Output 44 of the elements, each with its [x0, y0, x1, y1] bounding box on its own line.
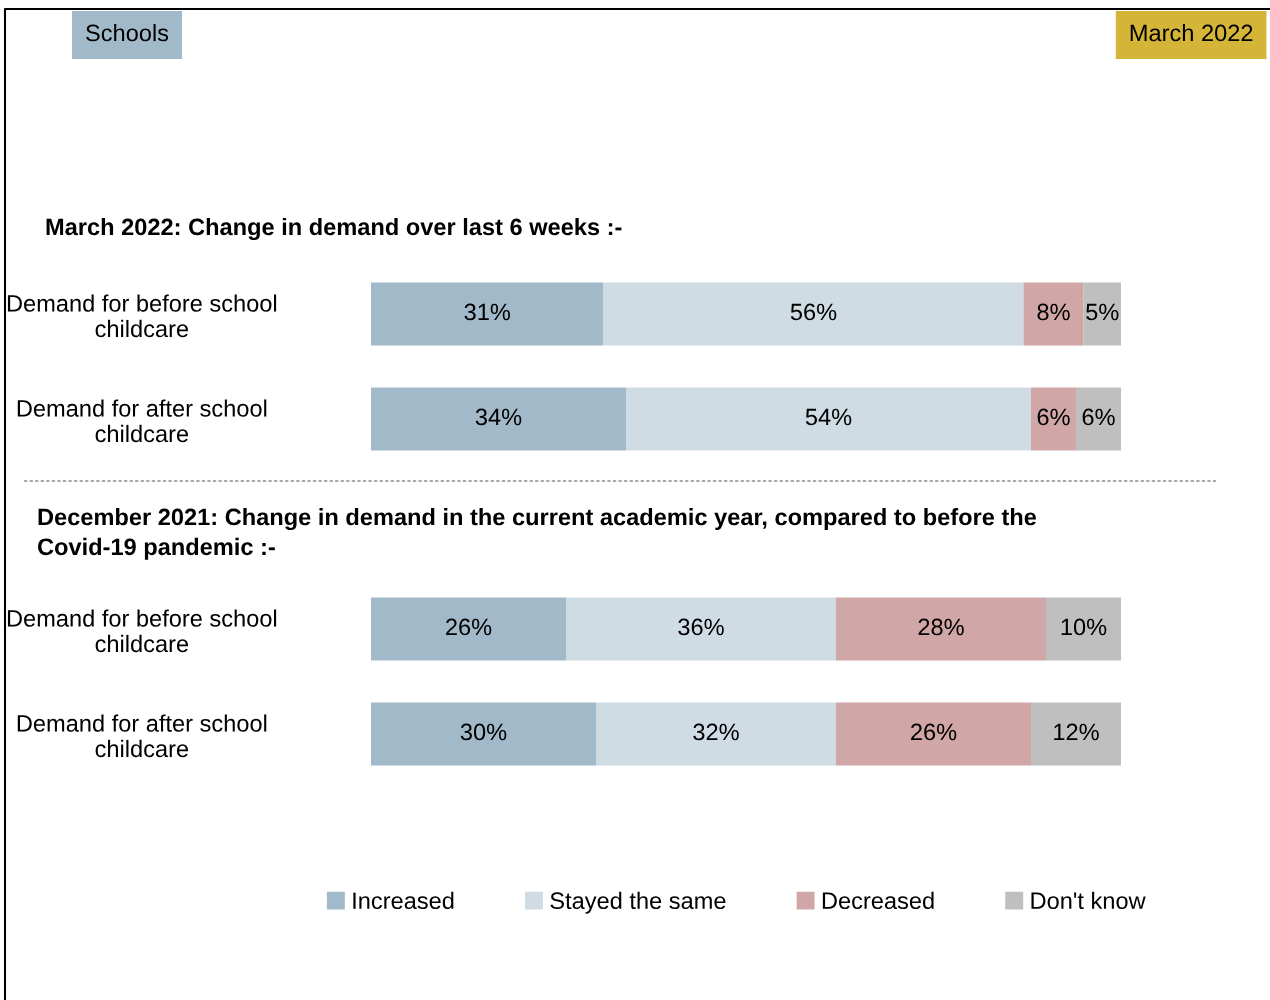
bar: [1046, 597, 1121, 661]
data-label: 12%: [1054, 723, 1099, 741]
legend-label: Don't know: [1031, 891, 1146, 910]
data-label: 31%: [464, 303, 511, 321]
legend-label: Stayed the same: [550, 891, 726, 914]
data-label: 6%: [1082, 408, 1115, 426]
text: Schools: [86, 24, 169, 42]
data-label: 5%: [1086, 303, 1119, 321]
data-label: 26%: [911, 723, 957, 741]
data-label: 8%: [1037, 303, 1070, 321]
bar: [626, 387, 1031, 451]
bar: [1083, 282, 1121, 346]
data-label: 30%: [460, 723, 507, 741]
chart-title: December 2021: Change in demand in the current academic year, compared to before the Covid-19 pandemic :-: [37, 508, 1037, 560]
text: March 2022: [1130, 24, 1253, 42]
bar: [371, 597, 566, 661]
y-tick-label: Demand for before school childcare: [7, 294, 277, 338]
bar: [371, 282, 604, 346]
y-tick-label: Demand for after school childcare: [17, 399, 267, 443]
y-tick-label: Demand for after school childcare: [17, 714, 267, 758]
bar: [836, 597, 1046, 661]
data-label: 36%: [678, 618, 724, 636]
bar: [1023, 282, 1084, 346]
bar: [566, 597, 836, 661]
legend-label: Increased: [353, 891, 454, 910]
data-label: 26%: [446, 618, 492, 636]
legend-label: Decreased: [822, 891, 934, 910]
data-label: 54%: [805, 408, 852, 426]
bar: [371, 387, 626, 451]
chart-title: March 2022: Change in demand over last 6 weeks :-: [46, 217, 622, 241]
bar: [371, 702, 596, 766]
bar: [1076, 387, 1121, 451]
data-label: 6%: [1037, 408, 1070, 426]
data-label: 32%: [693, 723, 739, 741]
bar: [1031, 387, 1076, 451]
bar: [603, 282, 1024, 346]
data-label: 28%: [918, 618, 964, 636]
y-tick-label: Demand for before school childcare: [7, 609, 277, 653]
data-label: 34%: [475, 408, 522, 426]
bar: [836, 702, 1031, 766]
bar: [1031, 702, 1121, 766]
data-label: 10%: [1061, 618, 1107, 636]
bar: [596, 702, 836, 766]
data-label: 56%: [790, 303, 837, 321]
